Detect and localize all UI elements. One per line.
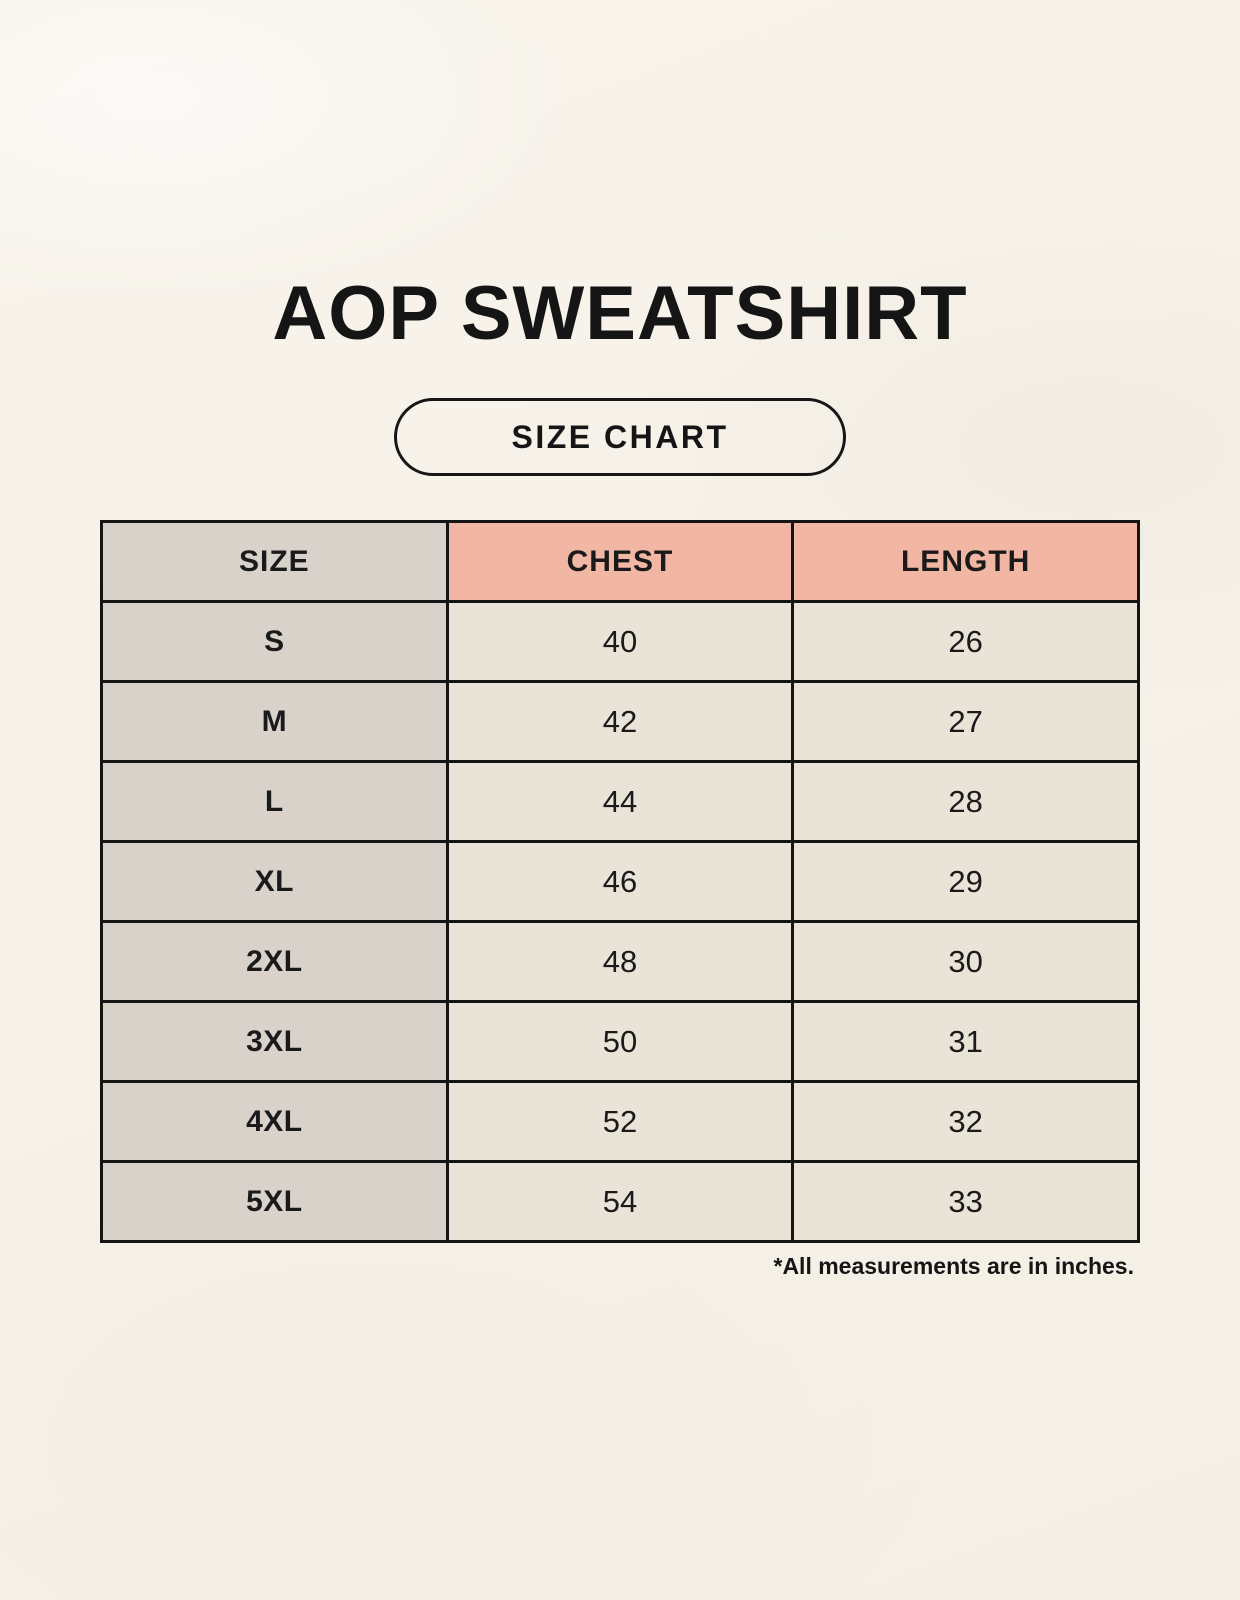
length-cell: 31 bbox=[791, 1000, 1140, 1083]
length-cell: 33 bbox=[791, 1160, 1140, 1243]
table-header-row: SIZE CHEST LENGTH bbox=[100, 520, 1140, 603]
size-cell: 5XL bbox=[100, 1160, 449, 1243]
chest-cell: 54 bbox=[445, 1160, 795, 1243]
size-cell: XL bbox=[100, 840, 449, 923]
size-cell: L bbox=[100, 760, 449, 843]
length-cell: 28 bbox=[791, 760, 1140, 843]
chest-cell: 44 bbox=[445, 760, 795, 843]
chest-cell: 46 bbox=[445, 840, 795, 923]
chest-cell: 52 bbox=[445, 1080, 795, 1163]
length-cell: 30 bbox=[791, 920, 1140, 1003]
table-row: L 44 28 bbox=[100, 760, 1140, 843]
header-length: LENGTH bbox=[791, 520, 1140, 603]
size-chart-table-container: SIZE CHEST LENGTH S 40 26 M 42 27 L bbox=[100, 520, 1140, 1280]
page-title: AOP SWEATSHIRT bbox=[272, 271, 968, 356]
size-chart-badge-label: SIZE CHART bbox=[511, 418, 729, 455]
measurements-footnote: *All measurements are in inches. bbox=[773, 1253, 1135, 1279]
chest-cell: 40 bbox=[445, 600, 795, 683]
header-size: SIZE bbox=[100, 520, 449, 603]
table-row: 3XL 50 31 bbox=[100, 1000, 1140, 1083]
table-row: S 40 26 bbox=[100, 600, 1140, 683]
chest-cell: 42 bbox=[445, 680, 795, 763]
chest-cell: 48 bbox=[445, 920, 795, 1003]
size-chart-badge: SIZE CHART bbox=[394, 398, 846, 476]
length-cell: 27 bbox=[791, 680, 1140, 763]
size-cell: 3XL bbox=[100, 1000, 449, 1083]
size-cell: M bbox=[100, 680, 449, 763]
table-row: XL 46 29 bbox=[100, 840, 1140, 923]
size-cell: S bbox=[100, 600, 449, 683]
length-cell: 29 bbox=[791, 840, 1140, 923]
chest-cell: 50 bbox=[445, 1000, 795, 1083]
length-cell: 32 bbox=[791, 1080, 1140, 1163]
size-chart-table: SIZE CHEST LENGTH S 40 26 M 42 27 L bbox=[100, 520, 1140, 1243]
table-row: 2XL 48 30 bbox=[100, 920, 1140, 1003]
table-row: 5XL 54 33 bbox=[100, 1160, 1140, 1243]
length-cell: 26 bbox=[791, 600, 1140, 683]
table-row: M 42 27 bbox=[100, 680, 1140, 763]
table-row: 4XL 52 32 bbox=[100, 1080, 1140, 1163]
header-chest: CHEST bbox=[445, 520, 795, 603]
size-cell: 2XL bbox=[100, 920, 449, 1003]
size-cell: 4XL bbox=[100, 1080, 449, 1163]
